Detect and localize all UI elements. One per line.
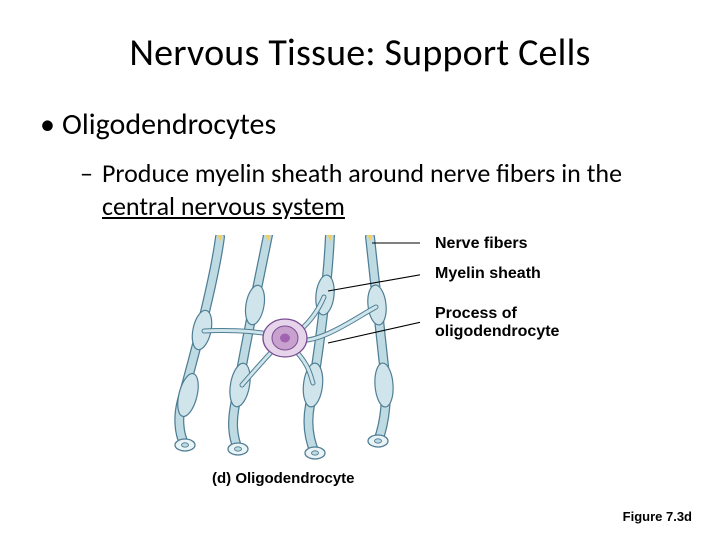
- oligodendrocyte-body: [204, 297, 376, 385]
- page-title: Nervous Tissue: Support Cells: [40, 30, 680, 76]
- figure-number: Figure 7.3d: [623, 509, 692, 524]
- bullet-level-1: Oligodendrocytes: [40, 106, 680, 143]
- bullet-l2-text: Produce myelin sheath around nerve fiber…: [102, 157, 622, 189]
- slide: Nervous Tissue: Support Cells Oligodendr…: [0, 0, 720, 540]
- oligodendrocyte-diagram: [160, 235, 420, 465]
- label-process: Process of oligodendrocyte: [435, 305, 559, 340]
- label-nerve-fibers: Nerve fibers: [435, 235, 528, 253]
- nerve-fiber-3: [301, 235, 336, 459]
- bullet-l2-underlined: central nervous system: [102, 190, 345, 222]
- figure-caption: (d) Oligodendrocyte: [212, 470, 355, 487]
- nerve-fiber-1: [174, 235, 223, 451]
- label-process-line2: oligodendrocyte: [435, 323, 559, 340]
- diagram-svg: [160, 235, 420, 465]
- nerve-fiber-4: [366, 235, 395, 447]
- bullet-level-2: Produce myelin sheath around nerve fiber…: [40, 157, 680, 222]
- figure-area: Nerve fibers Myelin sheath Process of ol…: [160, 235, 590, 485]
- label-process-line1: Process of: [435, 305, 517, 322]
- label-myelin-sheath: Myelin sheath: [435, 265, 541, 283]
